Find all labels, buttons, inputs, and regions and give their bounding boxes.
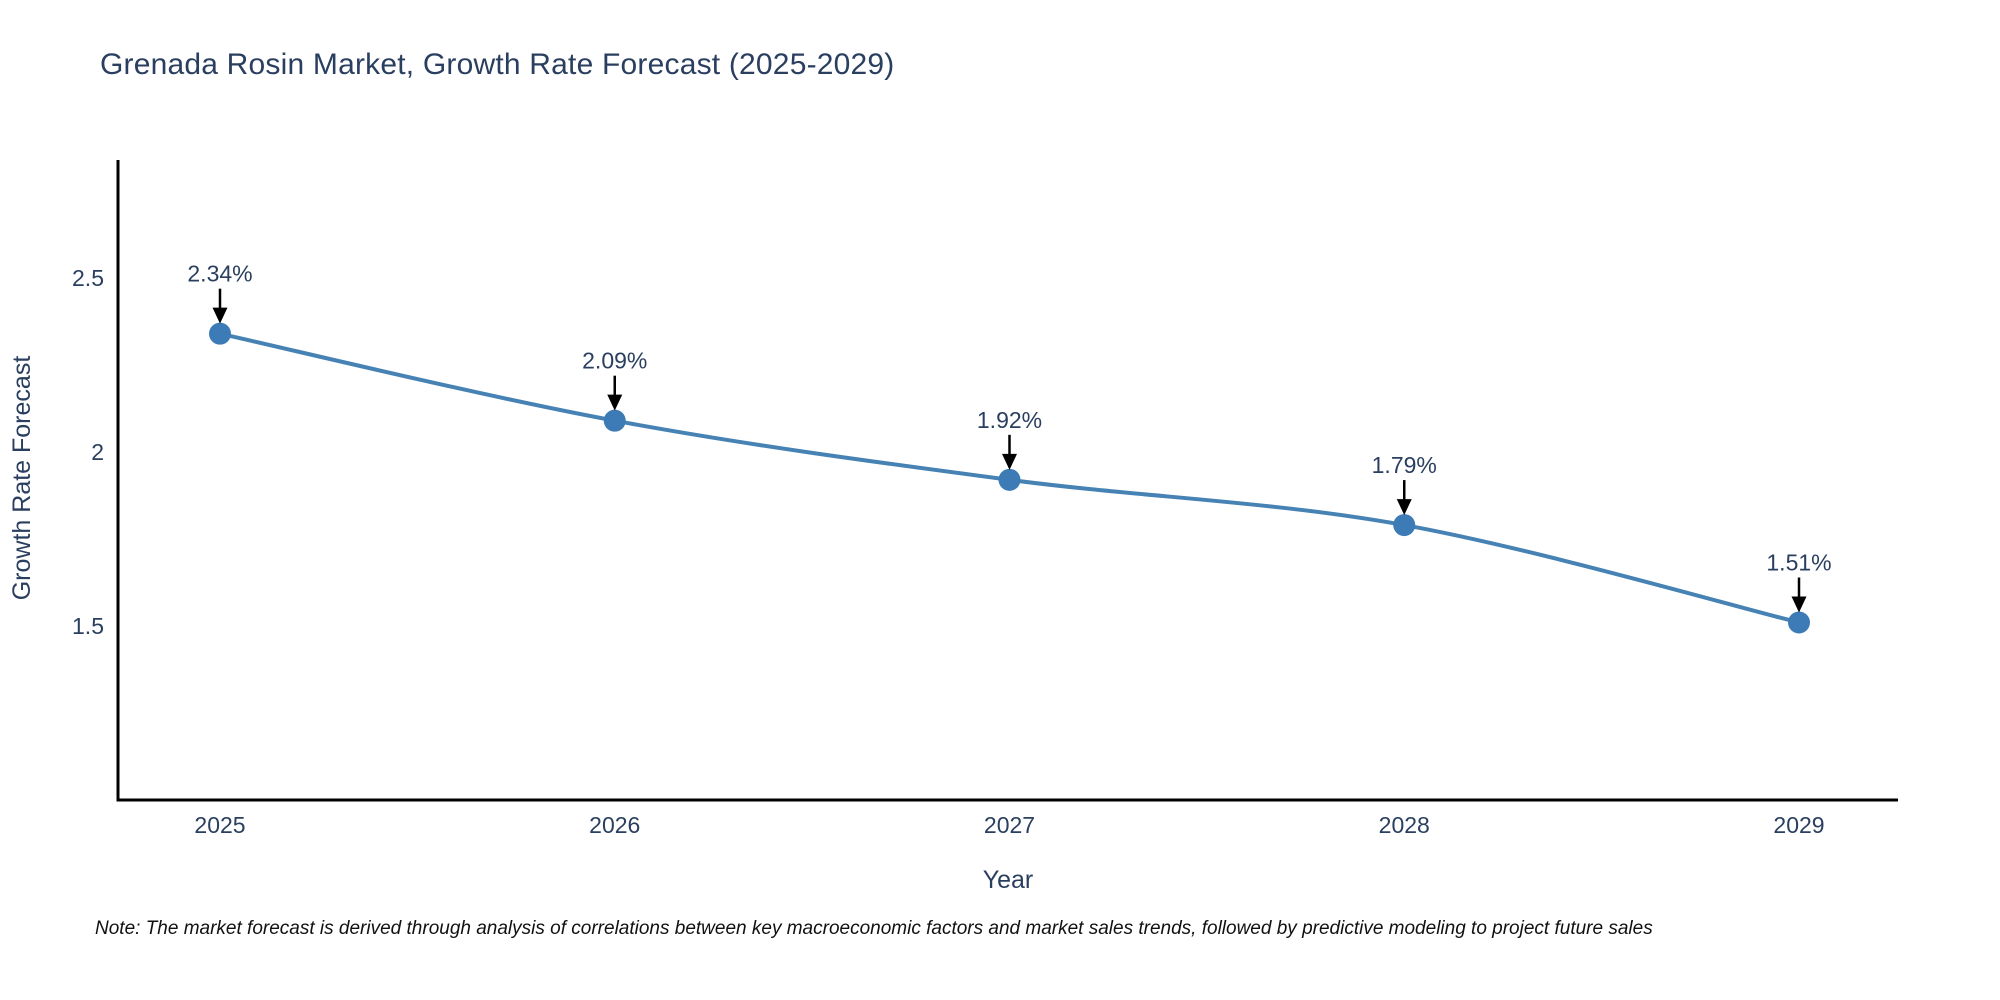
point-annotation: 1.79% [1372, 452, 1437, 478]
annotation-arrowhead [1791, 596, 1807, 613]
annotation-arrowhead [212, 307, 228, 324]
annotation-arrowhead [1396, 499, 1412, 516]
point-annotation: 1.92% [977, 407, 1042, 433]
x-tick-label: 2026 [589, 812, 640, 838]
annotation-arrowhead [607, 394, 623, 411]
y-axis-title: Growth Rate Forecast [8, 356, 36, 601]
y-tick-label: 1.5 [72, 613, 104, 639]
x-tick-label: 2029 [1773, 812, 1824, 838]
plot-area: 2.5 2 1.5 2025 2026 2027 2028 2029 2.34% 2.09% 1.9… [72, 261, 1832, 838]
point-annotation: 1.51% [1766, 550, 1831, 576]
annotation-arrowhead [1002, 453, 1017, 470]
chart-title: Grenada Rosin Market, Growth Rate Foreca… [100, 48, 895, 81]
point-annotation: 2.34% [187, 261, 252, 287]
x-tick-label: 2027 [984, 812, 1035, 838]
data-point-2029[interactable] [1788, 611, 1810, 634]
point-annotation: 2.09% [582, 348, 647, 374]
note-text: Note: The market forecast is derived thr… [95, 918, 1653, 939]
x-axis-title: Year [983, 866, 1034, 894]
data-point-2026[interactable] [603, 409, 626, 432]
data-point-2027[interactable] [998, 468, 1021, 491]
data-point-2028[interactable] [1393, 514, 1416, 537]
x-tick-label: 2028 [1379, 812, 1430, 838]
x-tick-label: 2025 [194, 812, 245, 838]
y-tick-label: 2.5 [72, 265, 104, 291]
data-point-2025[interactable] [209, 322, 231, 345]
y-tick-label: 2 [91, 439, 104, 465]
